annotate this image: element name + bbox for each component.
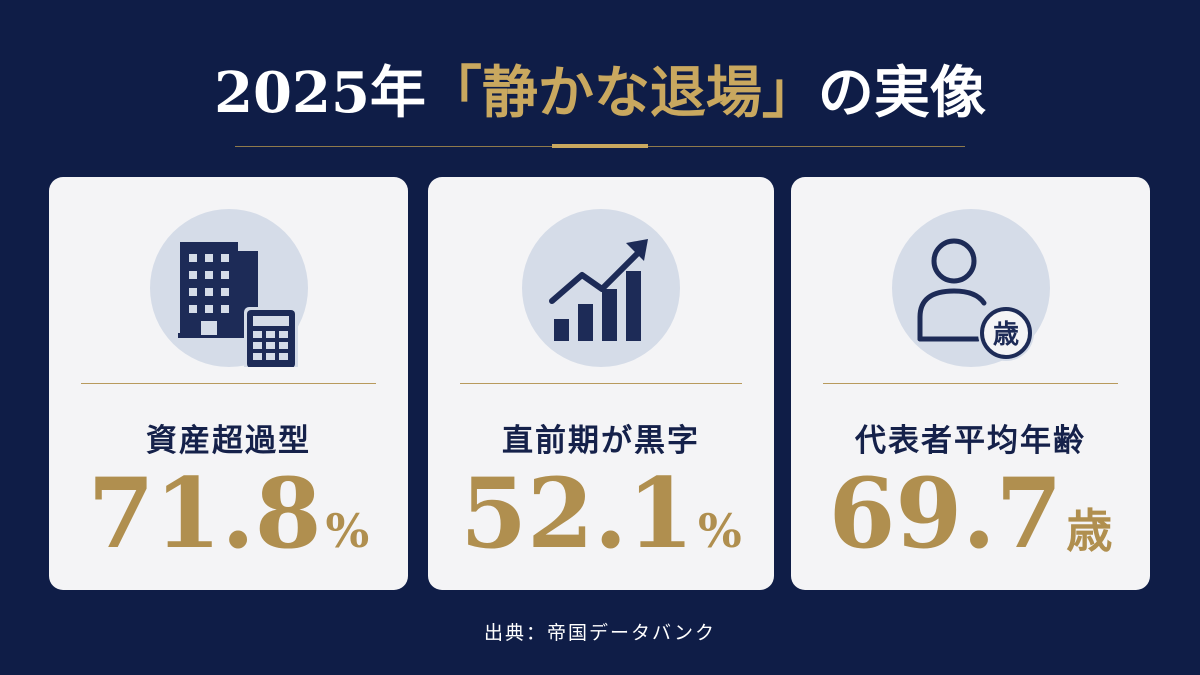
stat-number: 71.8 [87,457,322,570]
title-divider-accent [552,144,648,148]
title-suffix: の実像 [817,60,986,126]
stat-unit: % [698,504,742,558]
person-age-icon: 歳 [891,209,1050,367]
stat-value: 71.8% [49,459,408,569]
stat-number: 69.7 [828,457,1063,570]
card-divider [460,383,742,384]
stat-number: 52.1 [460,457,695,570]
stat-unit: % [325,504,370,558]
stat-unit: 歳 [1066,504,1113,558]
chart-growth-icon [522,209,680,367]
stat-value: 52.1% [428,459,774,569]
card-divider [81,383,376,384]
stat-value: 69.7歳 [791,459,1150,569]
building-calculator-icon [149,209,308,367]
title-highlight: 「静かな退場」 [425,60,818,126]
card-divider [823,383,1118,384]
stat-card-average-age: 歳 代表者平均年齢 69.7歳 [791,177,1150,590]
page-title: 2025年「静かな退場」の実像 [0,58,1200,128]
stat-card-asset-surplus: 資産超過型 71.8% [49,177,408,590]
stat-label: 資産超過型 [146,423,311,459]
title-prefix: 2025年 [214,60,426,126]
stat-label: 直前期が黒字 [502,423,700,459]
source-note: 出典：帝国データバンク [484,622,716,644]
age-badge-text: 歳 [992,320,1018,350]
stat-card-profitable: 直前期が黒字 52.1% [428,177,774,590]
stat-label: 代表者平均年齢 [855,423,1086,459]
